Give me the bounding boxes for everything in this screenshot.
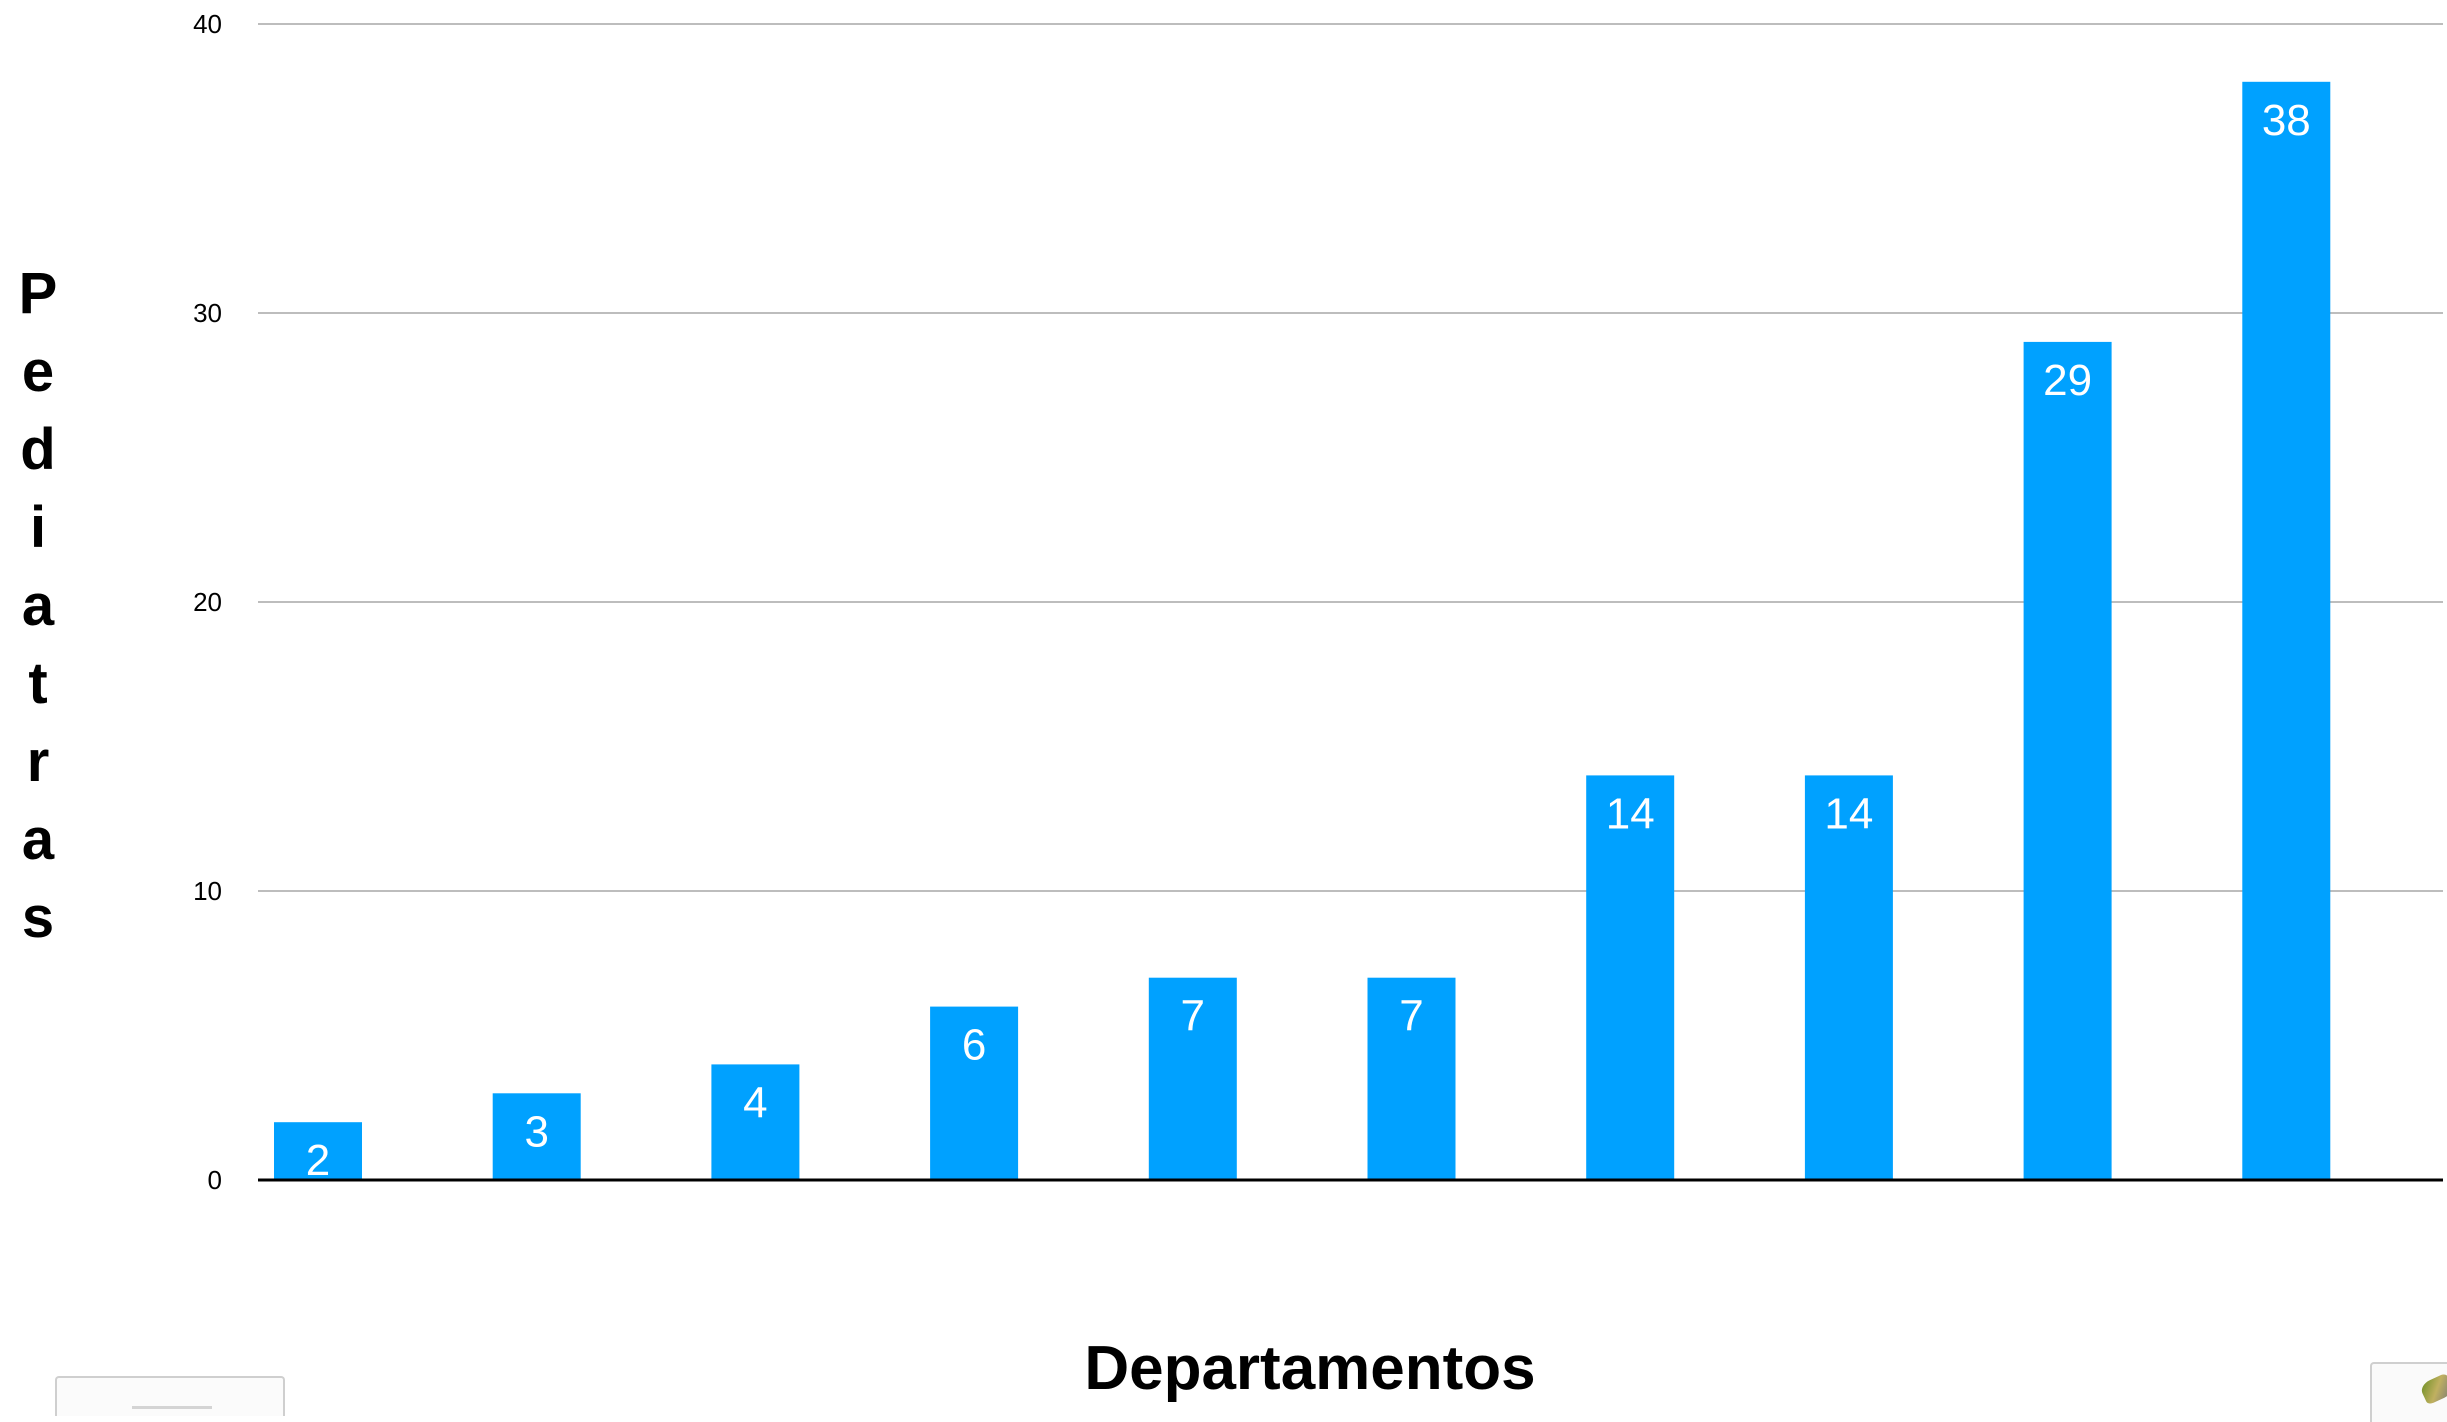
bar	[930, 1006, 1019, 1180]
bar-data-label: 6	[962, 1021, 986, 1070]
thumbnail-left	[55, 1376, 285, 1416]
bar	[2023, 341, 2112, 1180]
y-axis-title-letter: r	[26, 729, 50, 794]
y-tick-label: 10	[193, 876, 222, 906]
bar-data-label: 14	[1606, 789, 1655, 838]
bar	[711, 1064, 800, 1180]
y-tick-label: 30	[193, 298, 222, 328]
x-axis-title: Departamentos	[1084, 1334, 1536, 1403]
thumbnail-right	[2370, 1362, 2447, 1422]
bar	[1148, 977, 1237, 1180]
thumbnail-right-image-icon	[2418, 1372, 2447, 1406]
y-axis-title-letter: i	[29, 495, 47, 560]
bar	[1586, 775, 1675, 1180]
bar-data-label: 2	[306, 1136, 330, 1185]
bar-data-label: 7	[1181, 992, 1205, 1041]
thumbnail-left-line	[132, 1406, 212, 1409]
bar-data-label: 7	[1399, 992, 1423, 1041]
bar	[274, 1122, 362, 1180]
bar	[492, 1093, 581, 1180]
bar-data-labels: 2 3 4 6 7 7 14 14 29 38	[306, 96, 2311, 1185]
y-axis-title-letter: P	[18, 261, 58, 326]
y-tick-label: 20	[193, 587, 222, 617]
y-axis-title-letter: s	[21, 885, 55, 950]
bar-data-label: 4	[743, 1078, 767, 1127]
y-axis-title-letter: t	[28, 651, 48, 716]
y-axis-ticks: 0 10 20 30 40	[193, 9, 222, 1195]
bar-data-label: 38	[2262, 96, 2311, 145]
bar	[1804, 775, 1893, 1180]
bar	[1367, 977, 1456, 1180]
bar	[2242, 81, 2331, 1180]
y-axis-title-letter: e	[21, 339, 55, 404]
gridlines	[258, 23, 2443, 892]
bars	[274, 81, 2331, 1180]
y-axis-title-letter: a	[21, 573, 55, 638]
bar-data-label: 14	[1824, 789, 1873, 838]
bar-data-label: 3	[524, 1107, 548, 1156]
y-tick-label: 40	[193, 9, 222, 39]
bar-data-label: 29	[2043, 356, 2092, 405]
y-axis-title-letter: d	[20, 417, 56, 482]
y-tick-label: 0	[208, 1165, 222, 1195]
y-axis-title-letter: a	[21, 807, 55, 872]
